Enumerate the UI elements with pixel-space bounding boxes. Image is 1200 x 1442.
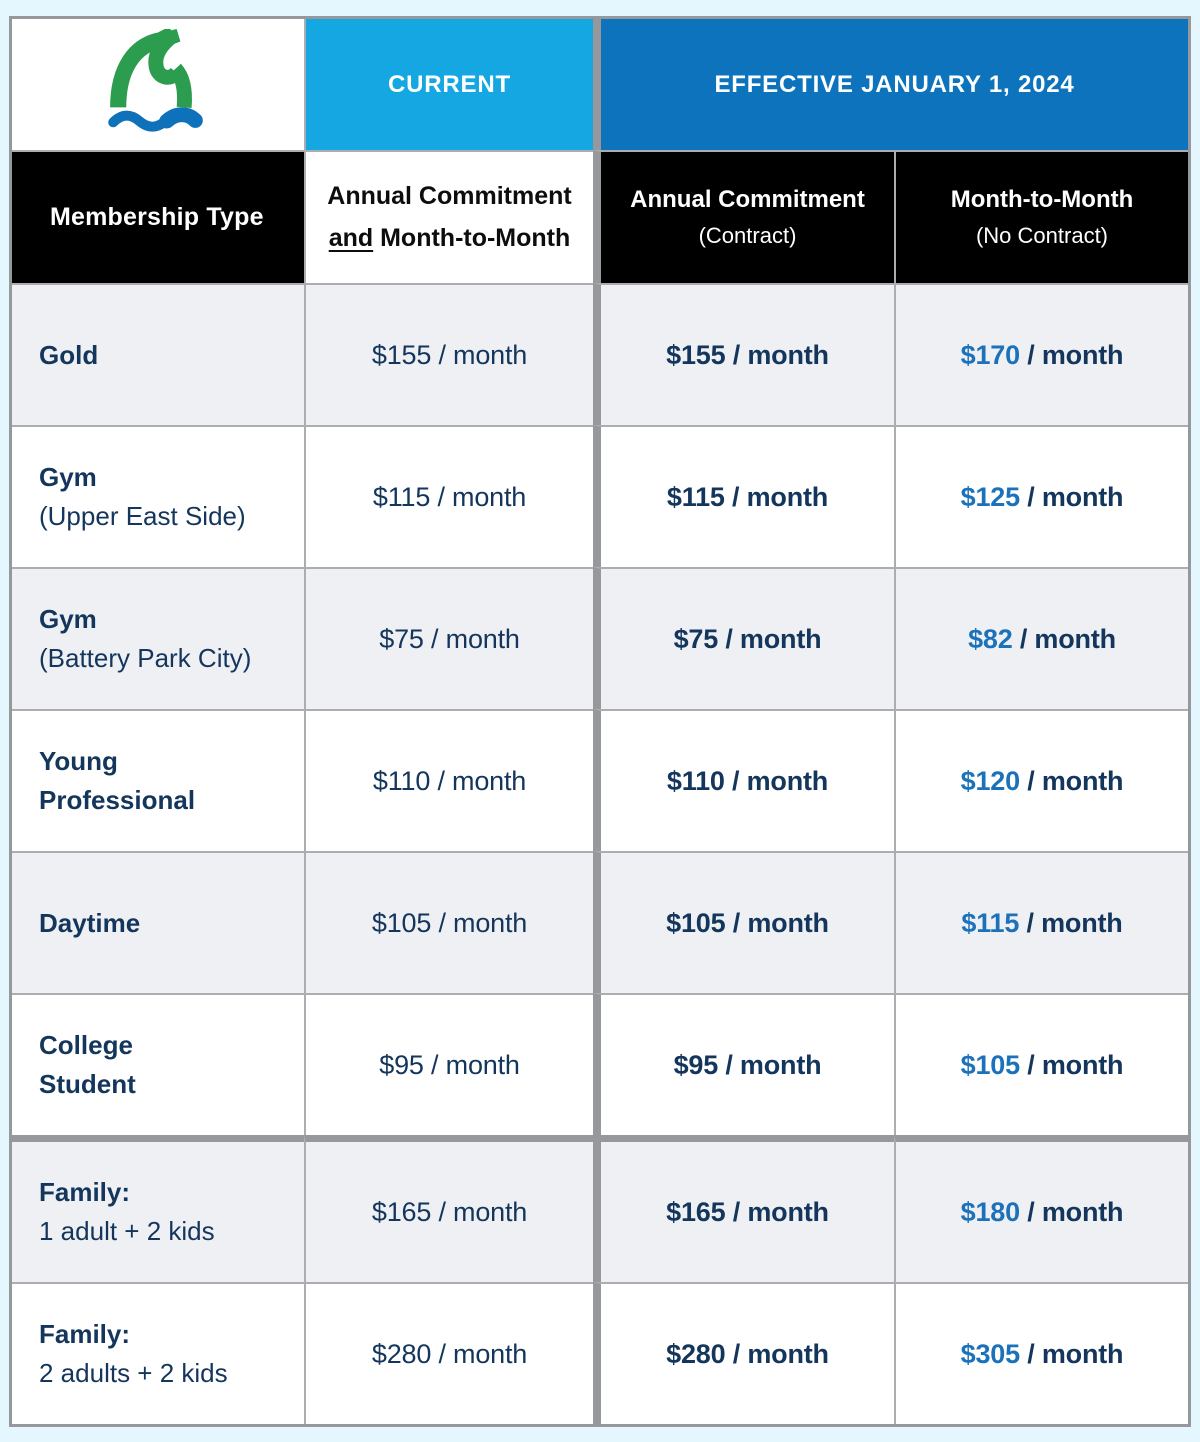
annual-price-cell: $95 / month bbox=[593, 993, 894, 1135]
current-price-cell: $105 / month bbox=[304, 851, 593, 993]
current-subheader-line2: and Month-to-Month bbox=[328, 223, 571, 252]
annual-price-cell: $105 / month bbox=[593, 851, 894, 993]
current-subheader-line1: Annual Commitment bbox=[327, 182, 572, 211]
membership-type-cell: Gym (Battery Park City) bbox=[12, 567, 304, 709]
current-price-cell: $115 / month bbox=[304, 425, 593, 567]
current-price-cell: $95 / month bbox=[304, 993, 593, 1135]
month-to-month-header: Month-to-Month (No Contract) bbox=[894, 150, 1188, 283]
annual-price-cell: $115 / month bbox=[593, 425, 894, 567]
annual-header-line2: (Contract) bbox=[698, 223, 797, 248]
annual-price-cell: $280 / month bbox=[593, 1282, 894, 1424]
current-subheader: Annual Commitment and Month-to-Month bbox=[304, 150, 593, 283]
membership-pricing-table: CURRENT EFFECTIVE JANUARY 1, 2024 Member… bbox=[9, 16, 1191, 1427]
membership-type-cell: Gym (Upper East Side) bbox=[12, 425, 304, 567]
membership-type-cell: Young Professional bbox=[12, 709, 304, 851]
annual-price-cell: $110 / month bbox=[593, 709, 894, 851]
current-header-label: CURRENT bbox=[388, 70, 511, 98]
mtm-header-line2: (No Contract) bbox=[975, 223, 1109, 248]
mtm-price-cell: $180 / month bbox=[894, 1135, 1188, 1282]
asphalt-green-logo bbox=[108, 28, 203, 132]
membership-type-cell: Gold bbox=[12, 283, 304, 425]
mtm-price-cell: $125 / month bbox=[894, 425, 1188, 567]
annual-commitment-header: Annual Commitment (Contract) bbox=[593, 150, 894, 283]
membership-type-cell: Family: 2 adults + 2 kids bbox=[12, 1282, 304, 1424]
membership-type-header: Membership Type bbox=[12, 150, 304, 283]
membership-type-header-label: Membership Type bbox=[50, 203, 264, 231]
current-price-cell: $75 / month bbox=[304, 567, 593, 709]
annual-price-cell: $165 / month bbox=[593, 1135, 894, 1282]
membership-type-cell: College Student bbox=[12, 993, 304, 1135]
effective-column-header: EFFECTIVE JANUARY 1, 2024 bbox=[593, 19, 1188, 150]
mtm-price-cell: $120 / month bbox=[894, 709, 1188, 851]
mtm-header-line1: Month-to-Month bbox=[950, 186, 1134, 213]
mtm-price-cell: $82 / month bbox=[894, 567, 1188, 709]
mtm-price-cell: $115 / month bbox=[894, 851, 1188, 993]
annual-price-cell: $155 / month bbox=[593, 283, 894, 425]
current-column-header: CURRENT bbox=[304, 19, 593, 150]
current-price-cell: $155 / month bbox=[304, 283, 593, 425]
current-price-cell: $280 / month bbox=[304, 1282, 593, 1424]
mtm-price-cell: $105 / month bbox=[894, 993, 1188, 1135]
annual-price-cell: $75 / month bbox=[593, 567, 894, 709]
mtm-price-cell: $305 / month bbox=[894, 1282, 1188, 1424]
annual-header-line1: Annual Commitment bbox=[630, 186, 865, 213]
current-price-cell: $165 / month bbox=[304, 1135, 593, 1282]
current-price-cell: $110 / month bbox=[304, 709, 593, 851]
mtm-price-cell: $170 / month bbox=[894, 283, 1188, 425]
membership-type-cell: Family: 1 adult + 2 kids bbox=[12, 1135, 304, 1282]
logo-cell bbox=[12, 19, 304, 150]
effective-header-label: EFFECTIVE JANUARY 1, 2024 bbox=[714, 70, 1075, 98]
membership-type-cell: Daytime bbox=[12, 851, 304, 993]
